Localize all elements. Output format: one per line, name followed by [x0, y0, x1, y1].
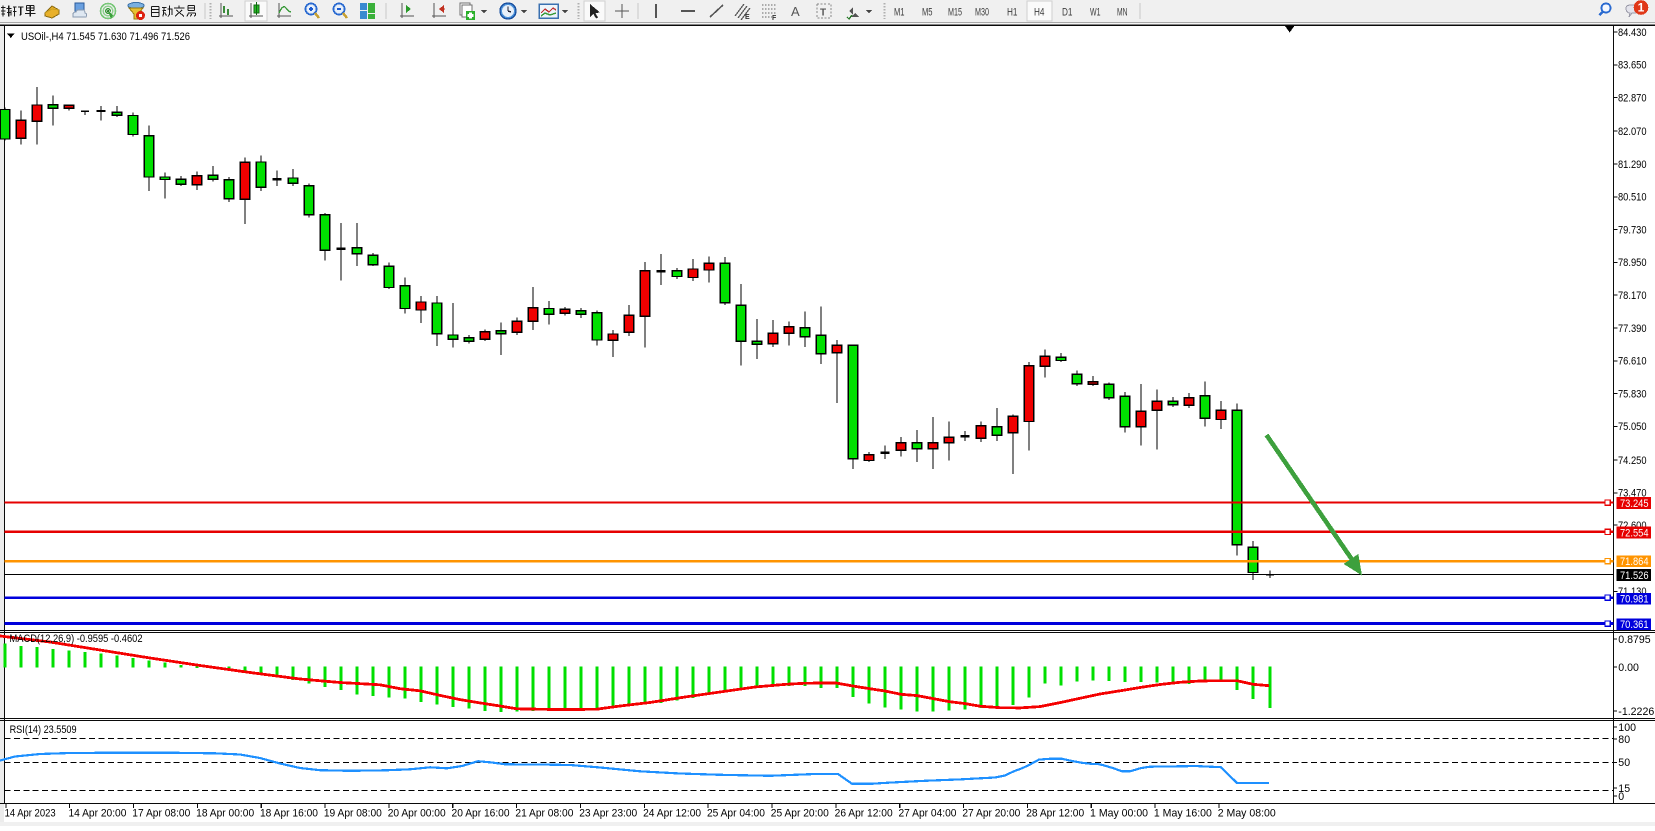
svg-text:MN: MN [1117, 7, 1128, 19]
svg-text:73.245: 73.245 [1620, 498, 1649, 510]
svg-text:71.864: 71.864 [1620, 556, 1649, 568]
svg-text:77.390: 77.390 [1618, 323, 1647, 335]
svg-text:78.170: 78.170 [1618, 290, 1647, 302]
svg-text:26 Apr 12:00: 26 Apr 12:00 [835, 808, 893, 820]
svg-text:1 May 00:00: 1 May 00:00 [1090, 808, 1148, 820]
svg-text:81.290: 81.290 [1618, 159, 1647, 171]
svg-text:H1: H1 [1007, 7, 1018, 19]
svg-text:H4: H4 [1034, 7, 1045, 19]
svg-text:82.070: 82.070 [1618, 126, 1647, 138]
svg-text:27 Apr 04:00: 27 Apr 04:00 [899, 808, 957, 820]
svg-text:20 Apr 00:00: 20 Apr 00:00 [388, 808, 446, 820]
svg-text:25 Apr 04:00: 25 Apr 04:00 [707, 808, 765, 820]
svg-text:17 Apr 08:00: 17 Apr 08:00 [132, 808, 190, 820]
svg-text:84.430: 84.430 [1618, 27, 1647, 39]
svg-text:73.470: 73.470 [1618, 488, 1647, 500]
svg-text:T: T [820, 8, 826, 19]
svg-text:25 Apr 20:00: 25 Apr 20:00 [771, 808, 829, 820]
svg-text:0.00: 0.00 [1618, 662, 1639, 674]
svg-text:23 Apr 23:00: 23 Apr 23:00 [579, 808, 637, 820]
svg-text:2 May 08:00: 2 May 08:00 [1218, 808, 1276, 820]
svg-text:72.554: 72.554 [1620, 527, 1649, 539]
svg-text:80: 80 [1618, 734, 1630, 746]
svg-text:21 Apr 08:00: 21 Apr 08:00 [515, 808, 573, 820]
svg-text:82.870: 82.870 [1618, 92, 1647, 104]
svg-text:18 Apr 00:00: 18 Apr 00:00 [196, 808, 254, 820]
svg-text:50: 50 [1618, 757, 1630, 769]
svg-text:MACD(12,26,9) -0.9595 -0.4602: MACD(12,26,9) -0.9595 -0.4602 [10, 633, 143, 645]
svg-text:83.650: 83.650 [1618, 60, 1647, 72]
svg-text:14 Apr 20:00: 14 Apr 20:00 [68, 808, 126, 820]
svg-text:78.950: 78.950 [1618, 257, 1647, 269]
svg-text:M30: M30 [975, 7, 989, 19]
svg-text:1 May 16:00: 1 May 16:00 [1154, 808, 1212, 820]
svg-text:M5: M5 [922, 7, 933, 19]
svg-text:M1: M1 [894, 7, 905, 19]
svg-text:0: 0 [1618, 791, 1624, 803]
svg-text:71.526: 71.526 [1620, 570, 1649, 582]
svg-text:76.610: 76.610 [1618, 356, 1647, 368]
svg-text:70.981: 70.981 [1620, 594, 1649, 606]
svg-text:F: F [772, 15, 777, 22]
svg-text:19 Apr 08:00: 19 Apr 08:00 [324, 808, 382, 820]
svg-text:RSI(14) 23.5509: RSI(14) 23.5509 [10, 724, 77, 736]
svg-text:D1: D1 [1062, 7, 1073, 19]
svg-text:74.250: 74.250 [1618, 455, 1647, 467]
svg-text:75.830: 75.830 [1618, 388, 1647, 400]
svg-text:70.361: 70.361 [1620, 619, 1649, 631]
svg-text:USOil-,H4 71.545 71.630 71.49: USOil-,H4 71.545 71.630 71.496 71.526 [21, 31, 190, 43]
svg-text:24 Apr 12:00: 24 Apr 12:00 [643, 808, 701, 820]
svg-text:20 Apr 16:00: 20 Apr 16:00 [452, 808, 510, 820]
svg-text:28 Apr 12:00: 28 Apr 12:00 [1026, 808, 1084, 820]
svg-text:M15: M15 [948, 7, 962, 19]
svg-text:A: A [791, 4, 800, 19]
svg-text:-1.2226: -1.2226 [1618, 706, 1654, 718]
svg-text:100: 100 [1618, 722, 1636, 734]
svg-text:75.050: 75.050 [1618, 421, 1647, 433]
svg-text:E: E [745, 14, 750, 21]
svg-text:W1: W1 [1090, 7, 1101, 19]
svg-text:1: 1 [1638, 1, 1645, 15]
svg-text:27 Apr 20:00: 27 Apr 20:00 [962, 808, 1020, 820]
svg-text:14 Apr 2023: 14 Apr 2023 [5, 808, 56, 820]
svg-text:15: 15 [1618, 783, 1630, 795]
svg-text:79.730: 79.730 [1618, 224, 1647, 236]
svg-text:18 Apr 16:00: 18 Apr 16:00 [260, 808, 318, 820]
svg-text:0.8795: 0.8795 [1618, 634, 1651, 646]
svg-text:80.510: 80.510 [1618, 192, 1647, 204]
